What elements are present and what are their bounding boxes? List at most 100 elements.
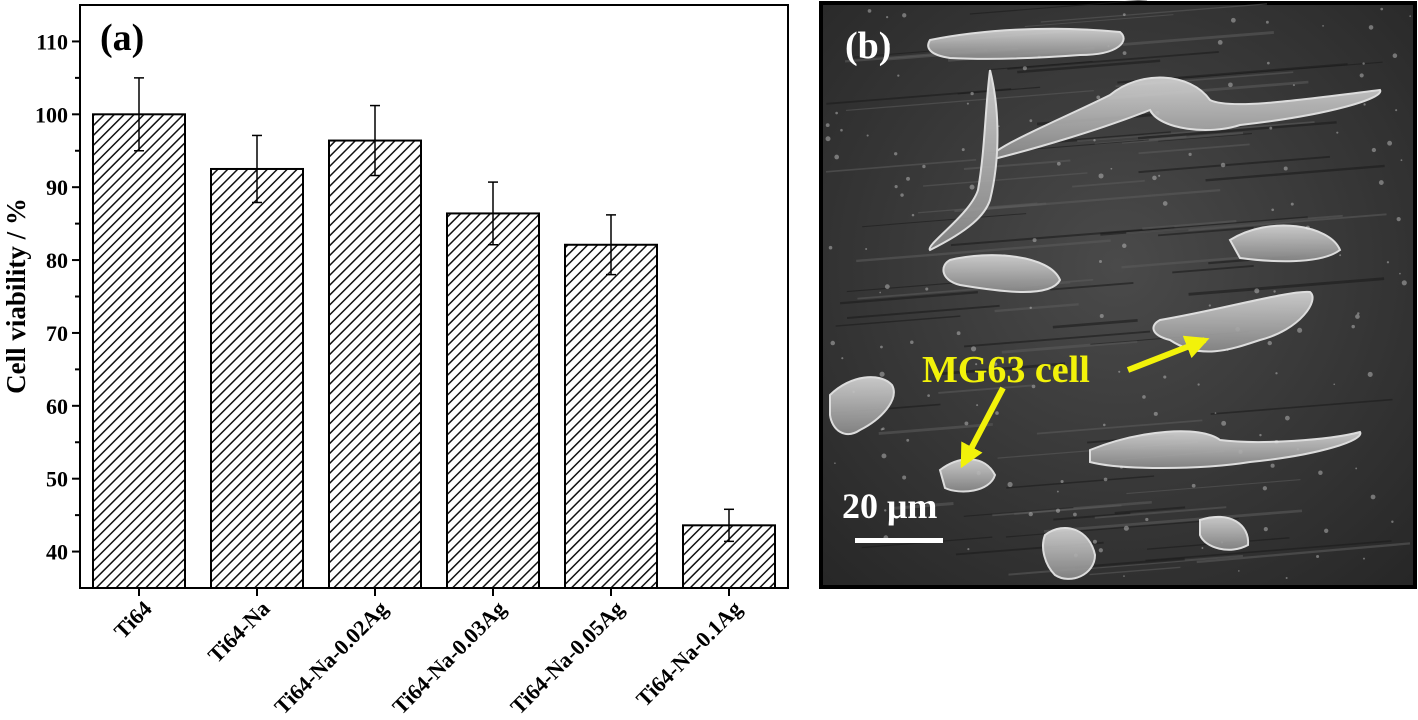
- surface-streak: [1040, 3, 1268, 23]
- surface-speck: [1122, 243, 1127, 249]
- surface-streak: [892, 502, 954, 510]
- surface-speck: [1265, 20, 1269, 24]
- surface-streak: [1001, 339, 1138, 354]
- surface-speck: [886, 16, 889, 19]
- surface-speck: [1032, 238, 1037, 243]
- bar-ti64-na-0-02ag: [328, 139, 422, 590]
- surface-streak: [950, 226, 1175, 247]
- cell-shape: [1042, 526, 1097, 580]
- surface-speck: [1123, 575, 1125, 577]
- surface-speck: [1098, 548, 1103, 553]
- surface-speck: [1292, 84, 1295, 87]
- surface-speck: [840, 128, 843, 132]
- surface-streak: [1137, 121, 1337, 140]
- panel-label-a: (a): [100, 17, 144, 59]
- surface-speck: [1099, 259, 1102, 263]
- surface-streak: [1017, 59, 1161, 74]
- surface-streak: [1142, 219, 1237, 230]
- surface-speck: [1263, 527, 1268, 532]
- x-tick-label: Ti64-Na-0.03Ag: [387, 596, 510, 719]
- surface-speck: [902, 475, 907, 480]
- surface-speck: [1290, 202, 1294, 206]
- surface-speck: [1103, 477, 1108, 482]
- surface-speck: [1122, 51, 1127, 55]
- surface-speck: [1056, 490, 1059, 493]
- surface-speck: [1221, 420, 1227, 426]
- surface-streak: [1089, 566, 1181, 576]
- scale-bar: [855, 538, 943, 543]
- cell-shape: [1089, 430, 1362, 469]
- surface-speck: [879, 291, 882, 294]
- surface-speck: [1273, 290, 1276, 293]
- surface-streak: [923, 172, 1088, 187]
- surface-streak: [856, 239, 1111, 263]
- surface-speck: [970, 346, 977, 352]
- x-tick-label: Ti64: [109, 596, 157, 644]
- surface-streak: [1114, 506, 1186, 514]
- surface-speck: [1029, 306, 1032, 310]
- surface-streak: [1074, 557, 1185, 570]
- surface-speck: [1163, 375, 1167, 379]
- surface-speck: [1208, 304, 1211, 307]
- surface-streak: [992, 500, 1152, 517]
- surface-speck: [906, 176, 910, 181]
- surface-speck: [894, 185, 898, 189]
- surface-speck: [1096, 95, 1101, 100]
- surface-speck: [911, 213, 915, 217]
- surface-speck: [1391, 520, 1394, 523]
- surface-speck: [967, 548, 970, 551]
- surface-streak: [1053, 512, 1131, 521]
- surface-streak: [994, 303, 1079, 313]
- surface-speck: [1056, 161, 1061, 166]
- surface-speck: [1355, 467, 1358, 470]
- surface-speck: [998, 125, 1000, 127]
- surface-speck: [1395, 109, 1398, 112]
- surface-speck: [1400, 159, 1403, 162]
- surface-streak: [1158, 132, 1253, 142]
- surface-speck: [1201, 547, 1204, 549]
- surface-speck: [1007, 481, 1013, 488]
- scale-bar-label: 20 μm: [842, 486, 937, 526]
- surface-speck: [1270, 463, 1275, 468]
- surface-speck: [1380, 7, 1384, 11]
- surface-texture: [825, 0, 1412, 579]
- surface-speck: [1158, 174, 1161, 177]
- surface-streak: [964, 188, 1221, 212]
- surface-speck: [1162, 201, 1168, 206]
- surface-speck: [1399, 272, 1401, 275]
- surface-speck: [1267, 340, 1272, 346]
- surface-speck: [1102, 423, 1106, 427]
- cell-shape: [1228, 224, 1342, 263]
- surface-speck: [1055, 508, 1061, 513]
- surface-speck: [884, 284, 890, 290]
- surface-speck: [841, 357, 844, 360]
- surface-speck: [910, 340, 914, 344]
- surface-speck: [881, 453, 887, 459]
- surface-speck: [906, 438, 910, 442]
- surface-speck: [828, 245, 833, 250]
- surface-speck: [1118, 370, 1121, 373]
- surface-speck: [1110, 167, 1113, 170]
- surface-speck: [1031, 384, 1036, 389]
- surface-streak: [1052, 319, 1138, 329]
- surface-speck: [885, 42, 891, 47]
- surface-streak: [862, 213, 1027, 228]
- surface-speck: [1370, 494, 1376, 500]
- y-tick-label: 110: [36, 29, 68, 54]
- surface-speck: [961, 148, 965, 152]
- surface-speck: [1297, 327, 1303, 333]
- surface-streak: [1158, 226, 1254, 237]
- surface-speck: [1318, 470, 1323, 475]
- surface-speck: [993, 362, 998, 366]
- surface-speck: [966, 102, 969, 105]
- surface-speck: [830, 340, 836, 346]
- surface-streak: [1024, 14, 1174, 28]
- surface-streak: [963, 507, 1074, 517]
- surface-streak: [846, 304, 1000, 319]
- y-tick-label: 50: [46, 467, 68, 492]
- surface-streak: [1138, 143, 1250, 155]
- surface-speck: [1098, 173, 1104, 179]
- surface-streak: [1205, 164, 1385, 182]
- x-tick-label: Ti64-Na-0.1Ag: [631, 596, 746, 711]
